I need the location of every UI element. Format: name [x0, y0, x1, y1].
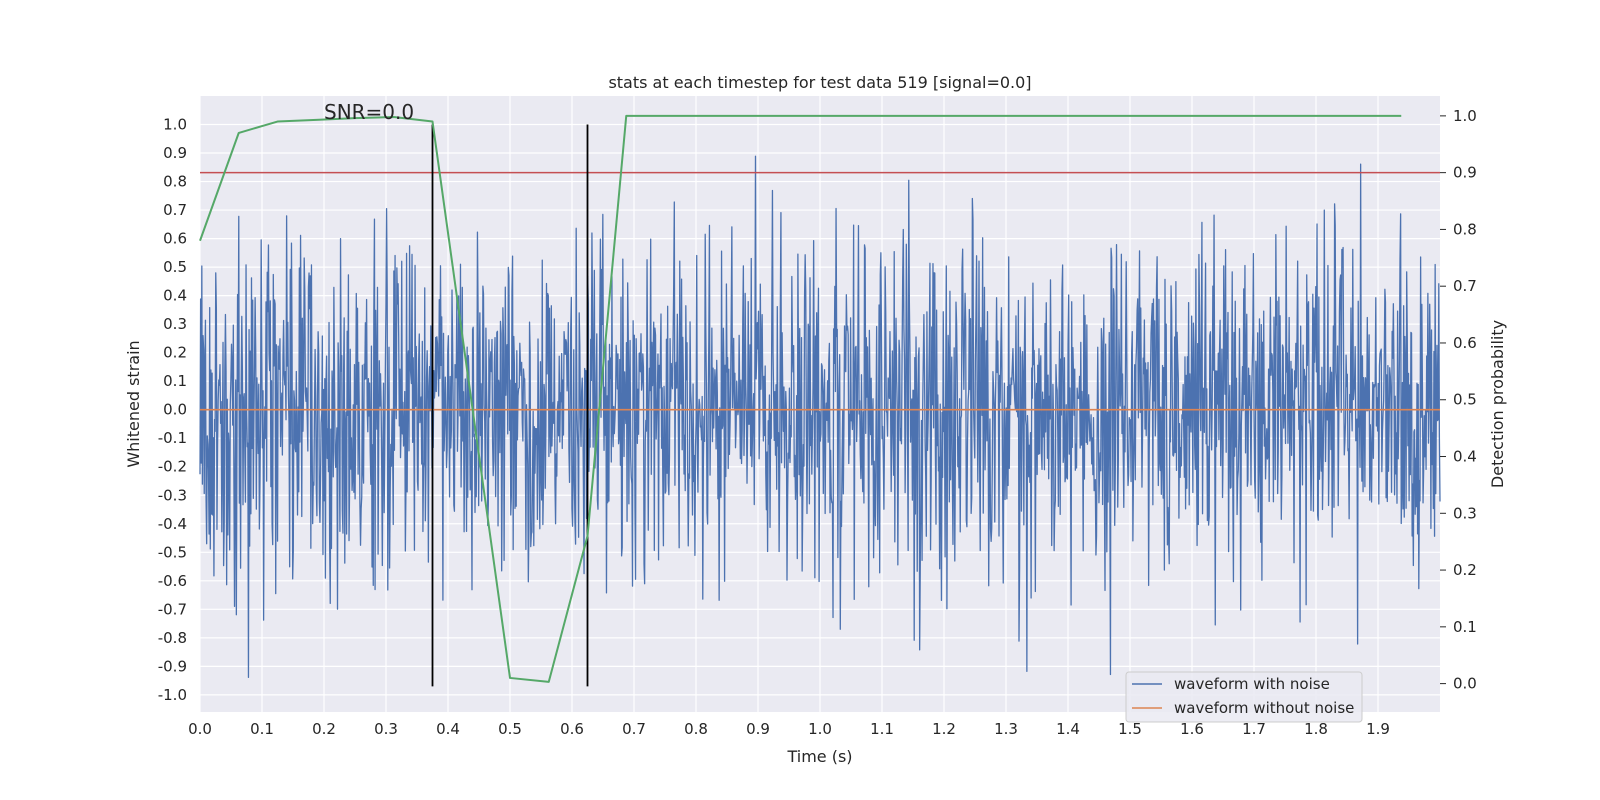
x-tick-label: 0.9	[746, 720, 770, 738]
y-left-tick-label: 0.6	[163, 230, 187, 248]
y-left-tick-label: -0.1	[158, 429, 187, 447]
x-tick-label: 1.5	[1118, 720, 1142, 738]
x-tick-label: 0.2	[312, 720, 336, 738]
x-tick-label: 0.7	[622, 720, 646, 738]
x-tick-label: 1.2	[932, 720, 956, 738]
y-right-tick-label: 0.2	[1453, 561, 1477, 579]
x-tick-label: 0.6	[560, 720, 584, 738]
y-left-tick-label: -0.6	[158, 572, 187, 590]
x-tick-label: 0.3	[374, 720, 398, 738]
y-left-tick-label: 0.7	[163, 201, 187, 219]
y-axis-label-left: Whitened strain	[124, 340, 143, 467]
legend-label-noise: waveform with noise	[1174, 675, 1330, 693]
series-detection-probability	[199, 114, 1402, 683]
y-left-tick-label: 0.4	[163, 287, 187, 305]
y-left-tick-label: -0.2	[158, 458, 187, 476]
x-tick-label: 0.1	[250, 720, 274, 738]
x-tick-label: 1.0	[808, 720, 832, 738]
y-left-tick-label: -0.7	[158, 600, 187, 618]
y-left-tick-label: -1.0	[158, 686, 187, 704]
y-left-tick-label: 0.9	[163, 144, 187, 162]
x-tick-label: 0.0	[188, 720, 212, 738]
y-right-tick-labels: 1.0 0.9 0.8 0.7 0.6 0.5 0.4 0.3 0.2 0.1 0.0	[1440, 107, 1477, 693]
x-tick-label: 1.4	[1056, 720, 1080, 738]
noise-waveform-line	[199, 155, 1441, 678]
y-right-tick-label: 0.3	[1453, 504, 1477, 522]
y-right-tick-label: 0.7	[1453, 277, 1477, 295]
y-right-tick-label: 0.6	[1453, 334, 1477, 352]
y-right-tick-label: 0.4	[1453, 448, 1477, 466]
y-right-tick-label: 0.0	[1453, 675, 1477, 693]
y-right-tick-label: 0.5	[1453, 391, 1477, 409]
vertical-markers	[431, 124, 589, 687]
x-tick-label: 0.5	[498, 720, 522, 738]
y-left-tick-label: 1.0	[163, 116, 187, 134]
series-waveform-with-noise	[199, 155, 1441, 678]
y-left-tick-label: 0.1	[163, 372, 187, 390]
y-left-tick-label: 0.3	[163, 315, 187, 333]
y-right-tick-label: 1.0	[1453, 107, 1477, 125]
x-tick-label: 0.8	[684, 720, 708, 738]
x-tick-label: 1.9	[1366, 720, 1390, 738]
x-axis-label: Time (s)	[786, 747, 852, 766]
y-left-tick-label: 0.5	[163, 258, 187, 276]
x-tick-label: 0.4	[436, 720, 460, 738]
y-axis-label-right: Detection probability	[1488, 320, 1507, 488]
x-tick-label: 1.6	[1180, 720, 1204, 738]
y-left-tick-label: 0.8	[163, 173, 187, 191]
y-left-tick-label: -0.3	[158, 486, 187, 504]
snr-annotation: SNR=0.0	[324, 100, 414, 124]
x-tick-labels: 0.0 0.1 0.2 0.3 0.4 0.5 0.6 0.7 0.8 0.9 1.0 1.1 1.2 1…	[188, 720, 1390, 738]
x-tick-label: 1.1	[870, 720, 894, 738]
y-left-tick-label: -0.9	[158, 657, 187, 675]
y-right-tick-label: 0.8	[1453, 220, 1477, 238]
y-left-tick-labels: 1.0 0.9 0.8 0.7 0.6 0.5 0.4 0.3 0.2 0.1 0.0 -0.1 -0.…	[158, 116, 187, 704]
x-tick-label: 1.3	[994, 720, 1018, 738]
y-left-tick-label: -0.5	[158, 543, 187, 561]
y-left-tick-label: -0.4	[158, 515, 187, 533]
legend-label-clean: waveform without noise	[1174, 699, 1354, 717]
y-right-tick-label: 0.9	[1453, 164, 1477, 182]
legend: waveform with noise waveform without noi…	[1125, 671, 1363, 723]
y-left-tick-label: 0.2	[163, 344, 187, 362]
y-right-tick-label: 0.1	[1453, 618, 1477, 636]
legend-box	[1125, 671, 1363, 723]
x-tick-label: 1.8	[1304, 720, 1328, 738]
chart-title: stats at each timestep for test data 519…	[608, 73, 1031, 92]
x-tick-label: 1.7	[1242, 720, 1266, 738]
y-left-tick-label: -0.8	[158, 629, 187, 647]
y-left-tick-label: 0.0	[163, 401, 187, 419]
detection-probability-line	[199, 114, 1402, 683]
